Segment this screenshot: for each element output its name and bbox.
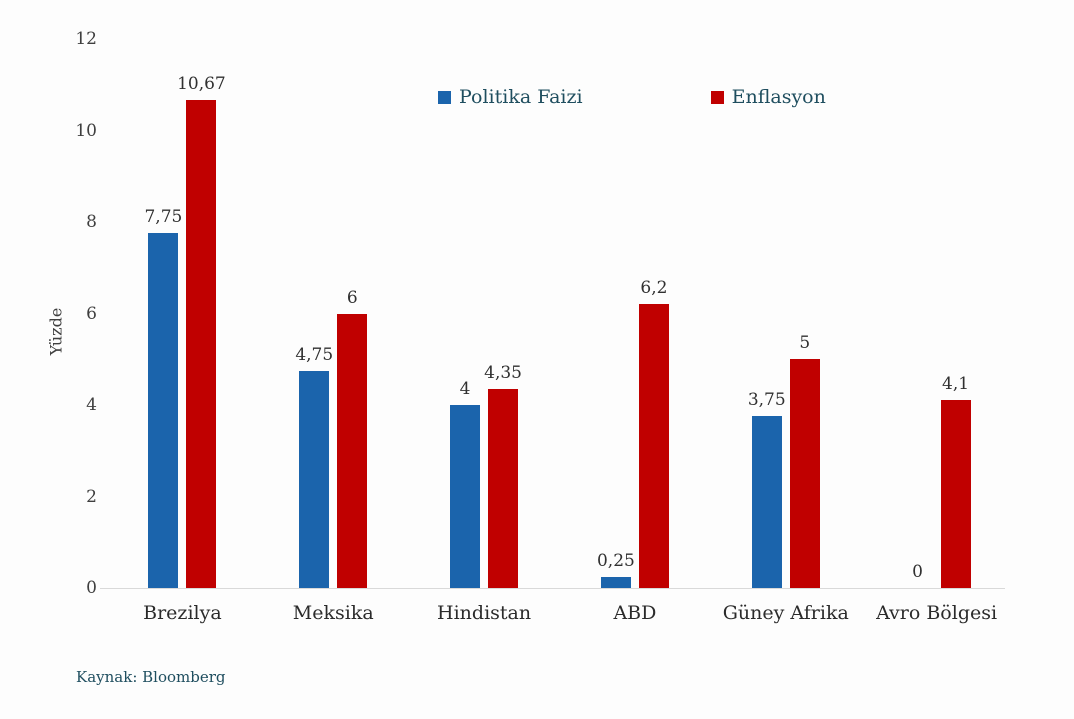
bar-politika-faizi: [751, 416, 782, 588]
bar-value-label: 6: [346, 287, 358, 308]
category-label: Brezilya: [143, 602, 222, 624]
y-tick-label: 12: [75, 29, 97, 49]
bar-enflasyon: [488, 388, 519, 588]
bar-enflasyon: [940, 400, 971, 588]
bar-value-label: 4: [459, 379, 471, 399]
legend-label-politika-faizi: Politika Faizi: [459, 86, 583, 108]
y-tick-label: 6: [86, 303, 97, 324]
bar-value-label: 10,67: [177, 73, 226, 94]
bar-politika-faizi: [450, 405, 481, 588]
bar-politika-faizi: [600, 576, 631, 588]
y-tick-label: 4: [86, 395, 97, 415]
bar-enflasyon: [186, 99, 217, 588]
legend-swatch-enflasyon-icon: [710, 90, 724, 104]
bar-value-label: 4,35: [484, 362, 522, 383]
y-tick-label: 0: [86, 578, 97, 598]
bar-value-label: 3,75: [747, 390, 786, 411]
legend-item-politika-faizi: Politika Faizi: [438, 86, 583, 108]
bar-value-label: 0: [912, 562, 923, 582]
bar-value-label: 4,1: [942, 374, 970, 395]
category-label: Hindistan: [437, 602, 532, 624]
category-label: Güney Afrika: [722, 602, 849, 624]
source-note: Kaynak: Bloomberg: [76, 668, 226, 686]
y-tick-label: 8: [86, 212, 97, 232]
bar-enflasyon: [638, 304, 669, 588]
legend-swatch-politika-faizi-icon: [438, 90, 451, 104]
legend-label-enflasyon: Enflasyon: [731, 86, 826, 108]
bar-politika-faizi: [299, 370, 330, 588]
bar-enflasyon: [789, 359, 820, 588]
category-label: Meksika: [292, 602, 374, 624]
bar-value-label: 0,25: [596, 550, 635, 571]
category-label: Avro Bölgesi: [876, 602, 998, 624]
category-label: ABD: [613, 602, 657, 624]
bar-value-label: 6,2: [640, 278, 668, 299]
bar-politika-faizi: [148, 233, 179, 588]
bar-value-label: 5: [799, 333, 811, 354]
y-tick-label: 2: [86, 486, 97, 507]
bar-value-label: 4,75: [295, 344, 334, 365]
y-tick-label: 10: [75, 120, 97, 141]
x-axis-line: [100, 588, 1005, 589]
bar-enflasyon: [337, 313, 368, 588]
bar-value-label: 7,75: [144, 207, 183, 228]
legend-item-enflasyon: Enflasyon: [710, 86, 826, 108]
chart-legend: Politika Faizi Enflasyon: [438, 86, 826, 108]
